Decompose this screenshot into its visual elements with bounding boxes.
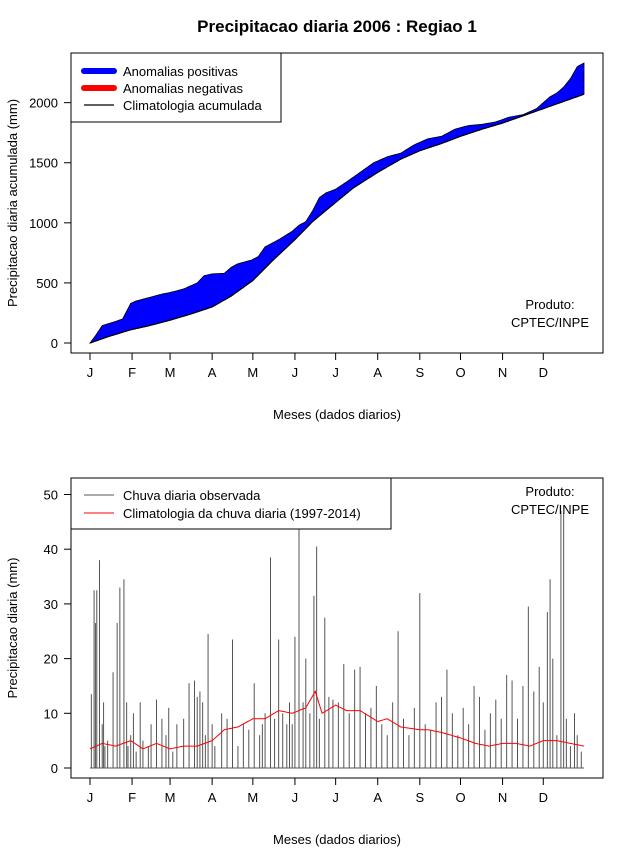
daily-product-annotation-line1: Produto: <box>525 484 574 499</box>
x-tick-label: J <box>332 790 339 805</box>
y-tick-label: 20 <box>44 652 58 667</box>
x-tick-label: M <box>247 365 258 380</box>
y-tick-label: 500 <box>36 276 58 291</box>
x-tick-label: J <box>87 790 94 805</box>
x-tick-label: O <box>455 365 465 380</box>
x-tick-label: A <box>208 790 217 805</box>
y-tick-label: 30 <box>44 597 58 612</box>
daily-legend-box <box>70 477 392 530</box>
y-tick-label: 1000 <box>29 216 58 231</box>
product-annotation-line1: Produto: <box>525 297 574 312</box>
daily-x-axis-label: Meses (dados diarios) <box>273 832 401 847</box>
x-tick-label: J <box>87 365 94 380</box>
chart-title: Precipitacao diaria 2006 : Regiao 1 <box>197 17 477 36</box>
x-tick-label: M <box>165 365 176 380</box>
legend-label-observed: Chuva diaria observada <box>123 488 261 503</box>
legend-label-daily-climatology: Climatologia da chuva diaria (1997-2014) <box>123 506 361 521</box>
x-tick-label: J <box>292 790 299 805</box>
x-tick-label: N <box>498 790 507 805</box>
x-tick-label: D <box>539 790 548 805</box>
climatology-line-group <box>89 690 585 750</box>
x-tick-label: D <box>539 365 548 380</box>
x-tick-label: J <box>292 365 299 380</box>
daily-product-annotation-line2: CPTEC/INPE <box>511 502 589 517</box>
climatology-daily-line <box>89 690 585 750</box>
x-tick-label: O <box>455 790 465 805</box>
x-tick-label: A <box>208 365 217 380</box>
x-tick-label: N <box>498 365 507 380</box>
y-tick-label: 2000 <box>29 96 58 111</box>
legend-label-negative: Anomalias negativas <box>123 81 243 96</box>
x-tick-label: M <box>247 790 258 805</box>
legend-label-climatology: Climatologia acumulada <box>123 98 263 113</box>
x-tick-label: S <box>415 790 424 805</box>
y-tick-label: 10 <box>44 706 58 721</box>
cumulative-y-axis-label: Precipitacao diaria acumulada (mm) <box>5 99 20 307</box>
anomaly-fill-group <box>88 62 585 344</box>
climatology-cumulative-line <box>89 93 585 344</box>
product-annotation-line2: CPTEC/INPE <box>511 315 589 330</box>
y-tick-label: 0 <box>51 336 58 351</box>
y-tick-label: 40 <box>44 542 58 557</box>
x-tick-label: A <box>373 365 382 380</box>
legend-label-positive: Anomalias positivas <box>123 64 238 79</box>
y-tick-label: 0 <box>51 761 58 776</box>
daily-legend: Chuva diaria observada Climatologia da c… <box>70 477 392 530</box>
daily-y-axis: 0 10 20 30 40 50 <box>44 488 72 776</box>
x-tick-label: M <box>165 790 176 805</box>
cumulative-x-axis-label: Meses (dados diarios) <box>273 407 401 422</box>
cumulative-panel: 0 500 1000 1500 2000 J F M A M J J A S O N D Precipitac… <box>5 52 604 422</box>
y-tick-label: 1500 <box>29 156 58 171</box>
x-tick-label: A <box>373 790 382 805</box>
x-tick-label: F <box>128 365 136 380</box>
x-tick-label: F <box>128 790 136 805</box>
cumulative-y-axis: 0 500 1000 1500 2000 <box>29 96 72 351</box>
x-tick-label: S <box>415 365 424 380</box>
y-tick-label: 50 <box>44 488 58 503</box>
x-tick-label: J <box>332 365 339 380</box>
cumulative-legend: Anomalias positivas Anomalias negativas … <box>70 52 282 123</box>
daily-bars-group <box>90 510 584 769</box>
daily-panel: 0 10 20 30 40 50 J F M A M J J A S O N D Precipitacao di… <box>5 477 604 847</box>
daily-y-axis-label: Precipitacao diaria (mm) <box>5 558 20 699</box>
